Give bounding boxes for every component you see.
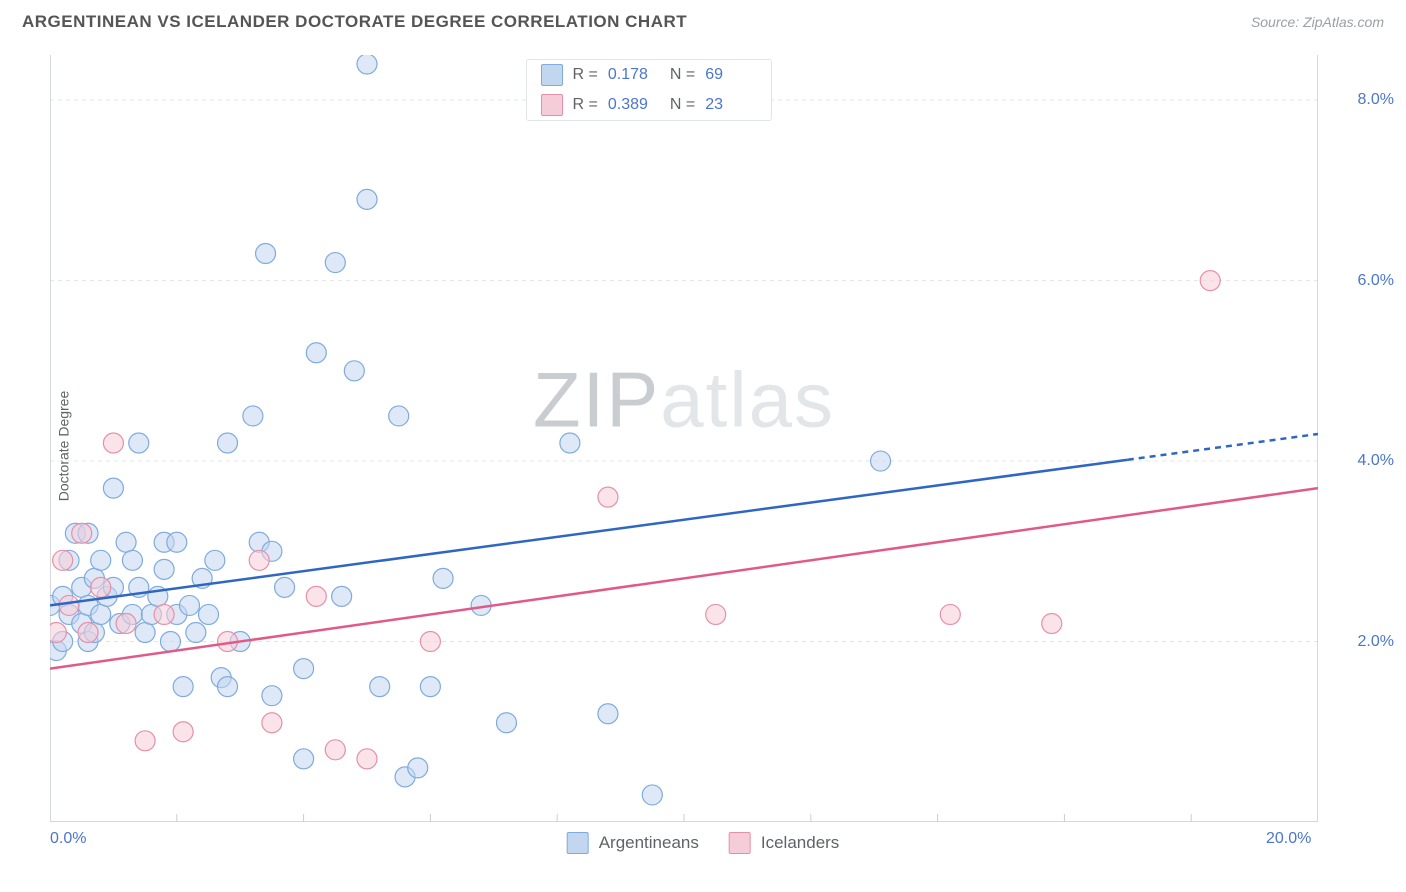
y-tick-label: 8.0% bbox=[1358, 91, 1394, 109]
y-tick-label: 4.0% bbox=[1358, 452, 1394, 470]
x-tick-label: 0.0% bbox=[50, 830, 86, 848]
chart-plot-area: ZIPatlas R =0.178N =69R =0.389N =23 bbox=[50, 55, 1318, 822]
y-tick-label: 6.0% bbox=[1358, 272, 1394, 290]
n-value: 69 bbox=[705, 66, 757, 84]
scatter-plot-svg bbox=[50, 55, 1318, 822]
legend-swatch bbox=[567, 832, 589, 854]
x-tick-label: 20.0% bbox=[1266, 830, 1311, 848]
source-label: Source: ZipAtlas.com bbox=[1251, 14, 1384, 30]
correlation-legend: R =0.178N =69R =0.389N =23 bbox=[526, 59, 773, 121]
chart-title: ARGENTINEAN VS ICELANDER DOCTORATE DEGRE… bbox=[22, 12, 687, 32]
legend-row-argentineans: R =0.178N =69 bbox=[527, 60, 772, 90]
legend-row-icelanders: R =0.389N =23 bbox=[527, 90, 772, 120]
r-value: 0.178 bbox=[608, 66, 660, 84]
legend-item-icelanders: Icelanders bbox=[729, 832, 839, 854]
r-value: 0.389 bbox=[608, 96, 660, 114]
legend-item-argentineans: Argentineans bbox=[567, 832, 699, 854]
y-tick-label: 2.0% bbox=[1358, 633, 1394, 651]
legend-swatch bbox=[541, 64, 563, 86]
legend-swatch bbox=[729, 832, 751, 854]
legend-label: Argentineans bbox=[599, 833, 699, 853]
n-value: 23 bbox=[705, 96, 757, 114]
legend-label: Icelanders bbox=[761, 833, 839, 853]
legend-swatch bbox=[541, 94, 563, 116]
series-legend: Argentineans Icelanders bbox=[567, 832, 840, 854]
